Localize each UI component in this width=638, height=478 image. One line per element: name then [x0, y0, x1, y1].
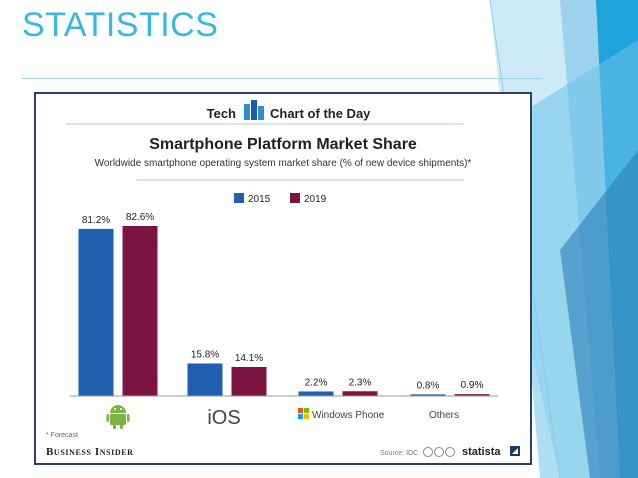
bar-2019-cat1 — [231, 366, 267, 396]
slide-title: STATISTICS — [22, 6, 219, 44]
statista-logo: statista — [462, 446, 501, 458]
bar-2015-cat3 — [410, 394, 446, 396]
bar-2019-cat3 — [454, 394, 490, 396]
bar-label-2015-cat0: 81.2% — [82, 215, 110, 226]
legend-label-2019: 2019 — [304, 194, 327, 205]
category-label-ios: iOS — [207, 407, 240, 429]
bars-group — [78, 226, 490, 396]
category-label-others: Others — [429, 410, 459, 421]
bar-label-2019-cat3: 0.9% — [461, 380, 484, 391]
bar-label-2015-cat1: 15.8% — [191, 349, 219, 360]
bar-2019-cat0 — [122, 226, 158, 396]
chart-subtitle: Worldwide smartphone operating system ma… — [95, 158, 472, 169]
legend-swatch-2015 — [234, 193, 244, 203]
windows-icon — [298, 408, 309, 419]
legend: 2015 2019 — [234, 193, 327, 205]
title-divider — [22, 78, 542, 79]
bar-2015-cat0 — [78, 228, 114, 396]
bar-label-2019-cat0: 82.6% — [126, 212, 154, 223]
brand-chart-of-the-day: Chart of the Day — [270, 106, 371, 121]
bar-label-2019-cat1: 14.1% — [235, 353, 263, 364]
chart-frame: Tech Chart of the Day Smartphone Platfor… — [34, 92, 532, 465]
bar-labels-group: 81.2% 15.8% 2.2% 0.8% 82.6% 14.1% 2.3% 0.9% — [82, 212, 484, 391]
chart: Tech Chart of the Day Smartphone Platfor… — [46, 100, 520, 458]
source-note: Source: IDC — [380, 450, 418, 457]
bar-2015-cat2 — [298, 391, 334, 396]
bar-label-2015-cat3: 0.8% — [417, 380, 440, 391]
bar-chart-icon — [244, 100, 264, 120]
bar-2019-cat2 — [342, 391, 378, 396]
brand-tech: Tech — [207, 106, 236, 121]
footnote: * Forecast — [46, 432, 78, 439]
android-icon — [106, 405, 130, 429]
chart-title: Smartphone Platform Market Share — [149, 136, 417, 153]
category-label-windows-phone: Windows Phone — [312, 410, 385, 421]
statista-mark-icon — [510, 446, 520, 456]
publisher-logo: Business Insider — [46, 446, 134, 458]
bar-2015-cat1 — [187, 363, 223, 396]
legend-label-2015: 2015 — [248, 194, 271, 205]
bar-label-2015-cat2: 2.2% — [305, 377, 328, 388]
bar-label-2019-cat2: 2.3% — [349, 377, 372, 388]
license-icons — [423, 447, 455, 457]
legend-swatch-2019 — [290, 193, 300, 203]
